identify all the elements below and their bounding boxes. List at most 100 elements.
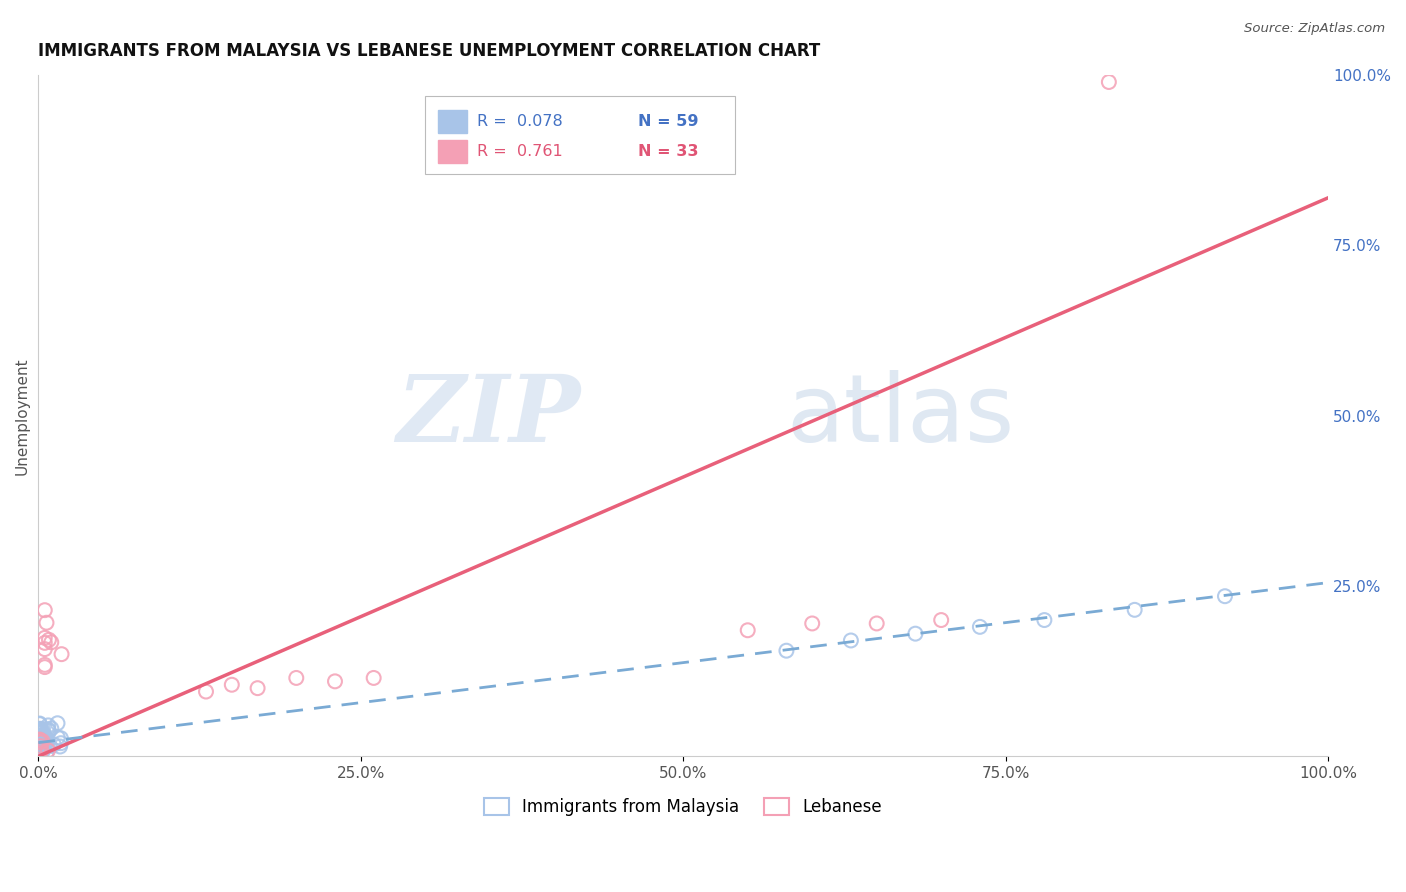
- Text: Source: ZipAtlas.com: Source: ZipAtlas.com: [1244, 22, 1385, 36]
- Bar: [439, 110, 467, 134]
- Point: [30, 743, 52, 757]
- Point: [35, 733, 58, 747]
- Legend: Immigrants from Malaysia, Lebanese: Immigrants from Malaysia, Lebanese: [478, 791, 889, 822]
- Point: [49, 731, 72, 746]
- Point: [28, 732, 51, 747]
- Point: [49, 739, 72, 754]
- Point: [30, 731, 52, 746]
- Point: [28, 735, 51, 749]
- Point: [27, 742, 49, 756]
- Point: [28, 737, 51, 751]
- Point: [31, 734, 53, 748]
- Point: [195, 684, 218, 698]
- Point: [34, 631, 56, 645]
- Point: [28, 727, 51, 741]
- Point: [34, 603, 56, 617]
- Point: [28, 747, 51, 762]
- Point: [28, 739, 51, 753]
- Point: [31, 746, 53, 760]
- Point: [363, 671, 385, 685]
- Text: R =  0.078: R = 0.078: [477, 114, 562, 129]
- Point: [969, 620, 991, 634]
- Point: [30, 743, 52, 757]
- Point: [37, 723, 59, 737]
- Point: [34, 636, 56, 650]
- Point: [34, 642, 56, 657]
- Point: [49, 736, 72, 750]
- Point: [32, 729, 55, 743]
- Point: [37, 743, 59, 757]
- Point: [28, 739, 51, 754]
- Point: [904, 626, 927, 640]
- Point: [30, 744, 52, 758]
- Point: [28, 717, 51, 731]
- Bar: [425, 95, 735, 174]
- Point: [35, 731, 58, 746]
- Point: [30, 740, 52, 755]
- Point: [38, 739, 60, 753]
- Text: ZIP: ZIP: [396, 371, 581, 461]
- Point: [1213, 589, 1236, 603]
- Point: [28, 734, 51, 748]
- Point: [34, 737, 56, 751]
- Text: N = 33: N = 33: [638, 144, 699, 159]
- Point: [46, 731, 69, 745]
- Point: [775, 643, 797, 657]
- Point: [32, 735, 55, 749]
- Point: [30, 724, 52, 739]
- Point: [46, 716, 69, 731]
- Point: [866, 616, 889, 631]
- Text: IMMIGRANTS FROM MALAYSIA VS LEBANESE UNEMPLOYMENT CORRELATION CHART: IMMIGRANTS FROM MALAYSIA VS LEBANESE UNE…: [38, 42, 821, 60]
- Point: [32, 729, 55, 743]
- Y-axis label: Unemployment: Unemployment: [15, 357, 30, 475]
- Point: [32, 722, 55, 736]
- Point: [323, 674, 346, 689]
- Point: [32, 735, 55, 749]
- Point: [38, 632, 60, 647]
- Point: [28, 732, 51, 747]
- Point: [30, 723, 52, 737]
- Point: [31, 729, 53, 743]
- Point: [285, 671, 308, 685]
- Point: [32, 729, 55, 743]
- Point: [30, 740, 52, 755]
- Point: [28, 726, 51, 740]
- Point: [37, 718, 59, 732]
- Point: [221, 678, 243, 692]
- Point: [34, 729, 56, 743]
- Point: [28, 734, 51, 748]
- Point: [31, 729, 53, 743]
- Point: [38, 723, 60, 738]
- Text: R =  0.761: R = 0.761: [477, 144, 562, 159]
- Point: [39, 722, 62, 736]
- Point: [246, 681, 269, 695]
- Point: [39, 635, 62, 649]
- Point: [51, 647, 73, 661]
- Point: [35, 615, 58, 630]
- Point: [28, 716, 51, 731]
- Point: [30, 739, 52, 753]
- Text: N = 59: N = 59: [638, 114, 699, 129]
- Point: [28, 722, 51, 736]
- Point: [34, 660, 56, 674]
- Point: [929, 613, 952, 627]
- Point: [1123, 603, 1146, 617]
- Point: [32, 738, 55, 752]
- Point: [31, 723, 53, 738]
- Point: [28, 732, 51, 747]
- Point: [30, 735, 52, 749]
- Point: [35, 747, 58, 762]
- Point: [737, 624, 759, 638]
- Point: [1098, 75, 1121, 89]
- Point: [28, 723, 51, 737]
- Point: [1033, 613, 1056, 627]
- Bar: [439, 139, 467, 163]
- Point: [34, 657, 56, 672]
- Point: [839, 633, 862, 648]
- Text: atlas: atlas: [786, 369, 1015, 462]
- Point: [34, 737, 56, 751]
- Point: [30, 723, 52, 737]
- Point: [28, 729, 51, 743]
- Point: [801, 616, 824, 631]
- Point: [42, 738, 65, 752]
